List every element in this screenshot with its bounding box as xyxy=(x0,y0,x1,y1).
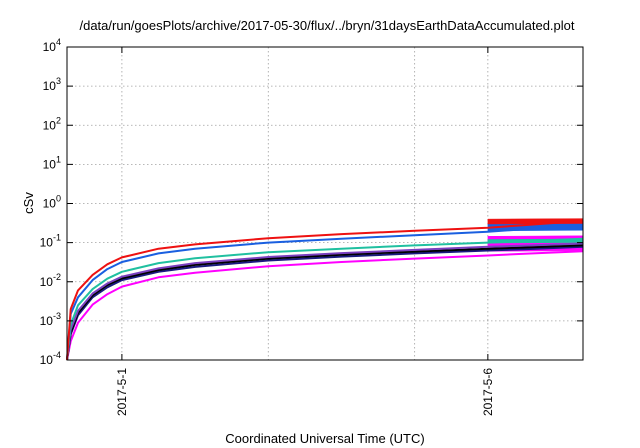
y-tick-label: 10-1 xyxy=(40,233,61,250)
y-tick-label: 10-3 xyxy=(40,311,61,328)
series-line xyxy=(66,224,584,361)
y-tick-label: 104 xyxy=(43,37,61,54)
series-line xyxy=(66,245,584,361)
x-tick-label: 2017-5-6 xyxy=(481,368,495,416)
series-line xyxy=(66,219,584,361)
series-line xyxy=(66,237,584,361)
y-axis-label: cSv xyxy=(21,192,36,214)
series-line xyxy=(66,242,584,361)
series-line xyxy=(66,244,584,361)
x-axis: 2017-5-1 2017-5-6 xyxy=(115,47,495,416)
series-layer xyxy=(66,219,584,361)
y-tick-label: 10-2 xyxy=(40,272,61,289)
y-tick-label: 100 xyxy=(43,194,61,211)
x-tick-label: 2017-5-1 xyxy=(115,368,129,416)
y-tick-label: 10-4 xyxy=(40,350,61,367)
grid-lines xyxy=(67,47,583,360)
y-tick-label: 103 xyxy=(43,76,61,93)
y-axis: 10-4 10-3 10-2 10-1 100 101 102 103 104 xyxy=(40,37,583,367)
series-line xyxy=(66,250,584,361)
chart-title: /data/run/goesPlots/archive/2017-05-30/f… xyxy=(79,18,574,33)
x-axis-label: Coordinated Universal Time (UTC) xyxy=(225,431,424,446)
y-tick-label: 102 xyxy=(43,115,61,132)
y-tick-label: 101 xyxy=(43,154,61,171)
